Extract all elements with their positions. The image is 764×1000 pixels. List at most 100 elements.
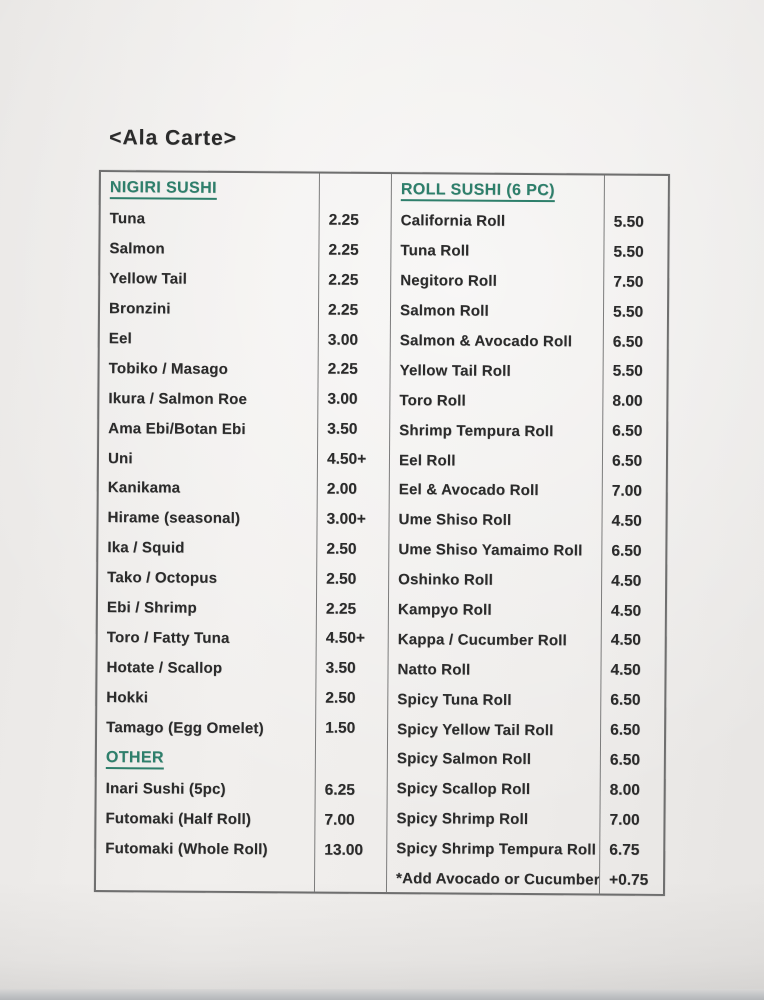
menu-item-row: Hokki 2.50 bbox=[97, 682, 388, 715]
item-name: Spicy Tuna Roll bbox=[397, 690, 512, 709]
menu-item-row: Eel Roll 6.50 bbox=[390, 445, 667, 477]
item-price: +0.75 bbox=[598, 865, 664, 896]
item-name: Spicy Salmon Roll bbox=[396, 750, 532, 769]
item-name: Shrimp Tempura Roll bbox=[399, 421, 554, 440]
item-name: Eel bbox=[108, 330, 133, 348]
item-name: Uni bbox=[107, 449, 133, 467]
menu-item-row: Hirame (seasonal) 3.00+ bbox=[98, 503, 389, 535]
item-name: Yellow Tail Roll bbox=[399, 361, 511, 380]
menu-item-row: Spicy Salmon Roll 6.50 bbox=[388, 744, 664, 776]
item-name: Natto Roll bbox=[397, 660, 471, 679]
section-header-row: NIGIRI SUSHI bbox=[101, 172, 391, 207]
item-price: 3.00+ bbox=[316, 504, 389, 535]
paper-bottom-edge bbox=[0, 989, 764, 1000]
item-price: 6.25 bbox=[314, 775, 387, 806]
price-cell bbox=[603, 175, 668, 208]
item-name: Tobiko / Masago bbox=[108, 359, 229, 378]
item-name: Bronzini bbox=[108, 300, 171, 318]
item-name: Ikura / Salmon Roe bbox=[108, 389, 248, 408]
item-price: 6.50 bbox=[602, 327, 667, 358]
item-name: Ume Shiso Yamaimo Roll bbox=[398, 541, 583, 560]
item-price: 6.50 bbox=[602, 416, 667, 448]
item-name: Tuna Roll bbox=[400, 242, 470, 260]
item-price: 6.50 bbox=[599, 745, 664, 776]
menu-item-row: Eel 3.00 bbox=[100, 324, 390, 356]
item-name: Hirame (seasonal) bbox=[107, 509, 241, 528]
menu-item-row: Spicy Yellow Tail Roll 6.50 bbox=[388, 714, 665, 746]
item-price: 1.50 bbox=[315, 713, 388, 745]
section-header: OTHER bbox=[105, 749, 164, 770]
item-name: Spicy Shrimp Tempura Roll bbox=[396, 840, 597, 859]
menu-item-row: Yellow Tail 2.25 bbox=[100, 264, 391, 296]
menu-item-row: Spicy Scallop Roll 8.00 bbox=[388, 774, 664, 806]
item-price: 2.00 bbox=[316, 474, 389, 505]
item-price: 5.50 bbox=[603, 207, 668, 238]
item-name: Kanikama bbox=[107, 479, 181, 498]
item-name: Toro / Fatty Tuna bbox=[106, 628, 230, 647]
section-header-row: ROLL SUSHI (6 PC) bbox=[392, 174, 668, 208]
empty-name-cell bbox=[96, 877, 314, 879]
item-name: *Add Avocado or Cucumber bbox=[396, 870, 600, 889]
section-header-cell: ROLL SUSHI (6 PC) bbox=[392, 181, 604, 203]
item-price: 7.50 bbox=[603, 267, 668, 298]
item-price: 2.25 bbox=[315, 594, 389, 625]
menu-item-row: Spicy Shrimp Tempura Roll 6.75 bbox=[387, 834, 664, 866]
item-price: 5.50 bbox=[602, 297, 668, 328]
section-header: ROLL SUSHI (6 PC) bbox=[400, 181, 556, 203]
menu-item-row: Kappa / Cucumber Roll 4.50 bbox=[389, 624, 665, 657]
menu-item-row: *Add Avocado or Cucumber +0.75 bbox=[387, 864, 664, 896]
item-name: Salmon Roll bbox=[399, 302, 489, 320]
item-price: 5.50 bbox=[602, 356, 667, 388]
section-header-cell: OTHER bbox=[97, 749, 315, 770]
empty-price-cell bbox=[313, 865, 387, 893]
item-price: 2.50 bbox=[316, 534, 389, 565]
price-cell bbox=[314, 743, 387, 777]
section-header: NIGIRI SUSHI bbox=[109, 179, 217, 200]
menu-item-row: Spicy Tuna Roll 6.50 bbox=[388, 684, 665, 717]
item-name: Spicy Yellow Tail Roll bbox=[397, 720, 554, 739]
roll-column: ROLL SUSHI (6 PC) California Roll 5.50 Tuna… bbox=[385, 174, 668, 896]
menu-item-row: Eel & Avocado Roll 7.00 bbox=[390, 475, 666, 507]
menu-item-row: Bronzini 2.25 bbox=[100, 294, 391, 326]
item-price: 8.00 bbox=[599, 775, 664, 806]
item-price: 4.50 bbox=[600, 596, 666, 627]
section-header-row: OTHER bbox=[97, 742, 387, 777]
item-name: Futomaki (Whole Roll) bbox=[105, 840, 268, 859]
item-name: Tamago (Egg Omelet) bbox=[106, 718, 264, 737]
nigiri-column: NIGIRI SUSHI Tuna 2.25 Salmon 2.25 Yellow Tai… bbox=[96, 172, 391, 893]
menu-item-row: Negitoro Roll 7.50 bbox=[391, 266, 668, 298]
item-name: Ume Shiso Roll bbox=[398, 511, 512, 530]
item-name: Ebi / Shrimp bbox=[106, 599, 197, 617]
menu-item-row: Tuna Roll 5.50 bbox=[391, 236, 668, 268]
menu-item-row: Spicy Shrimp Roll 7.00 bbox=[387, 804, 664, 836]
item-price: 6.50 bbox=[600, 685, 665, 717]
menu-item-row: Ika / Squid 2.50 bbox=[98, 533, 389, 565]
menu-item-row: Salmon 2.25 bbox=[100, 234, 391, 266]
item-name: California Roll bbox=[400, 212, 506, 231]
empty-row bbox=[96, 864, 387, 893]
item-price: 4.50 bbox=[600, 655, 665, 687]
menu-item-row: Futomaki (Half Roll) 7.00 bbox=[96, 804, 387, 836]
item-price: 7.00 bbox=[601, 476, 666, 507]
menu-item-row: Toro / Fatty Tuna 4.50+ bbox=[98, 622, 388, 655]
item-price: 2.50 bbox=[315, 683, 388, 715]
item-price: 7.00 bbox=[599, 805, 664, 836]
item-price: 3.50 bbox=[317, 414, 390, 446]
menu-item-row: Hotate / Scallop 3.50 bbox=[97, 652, 388, 685]
menu-item-row: Salmon & Avocado Roll 6.50 bbox=[391, 326, 667, 358]
item-name: Hotate / Scallop bbox=[106, 658, 223, 677]
item-name: Tuna bbox=[109, 210, 146, 228]
item-name: Futomaki (Half Roll) bbox=[105, 810, 252, 829]
menu-item-row: Uni 4.50+ bbox=[99, 443, 390, 476]
item-name: Spicy Shrimp Roll bbox=[396, 810, 529, 829]
item-price: 4.50+ bbox=[316, 444, 390, 476]
item-price: 6.50 bbox=[599, 715, 665, 746]
item-name: Toro Roll bbox=[399, 391, 466, 410]
item-price: 4.50+ bbox=[315, 623, 388, 655]
item-price: 2.25 bbox=[318, 235, 391, 266]
menu-item-row: Tobiko / Masago 2.25 bbox=[100, 353, 390, 386]
menu-item-row: Kanikama 2.00 bbox=[99, 473, 389, 505]
item-name: Tako / Octopus bbox=[107, 569, 218, 587]
